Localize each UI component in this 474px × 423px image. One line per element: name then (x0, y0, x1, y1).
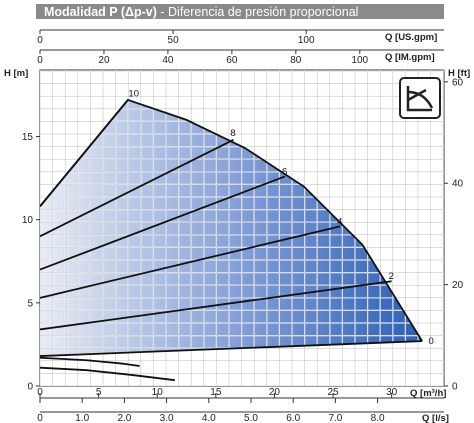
y-left-tick-label: 0 (27, 382, 33, 393)
right-ticks: 0 20 40 60 (444, 77, 464, 393)
title-separator: - (157, 5, 168, 19)
series-label-6: 6 (282, 166, 287, 177)
x-imgpm-tick-label: 20 (98, 55, 110, 66)
series-line-6 (39, 175, 286, 271)
x-bottom-m3h-label: Q [m³/h] (410, 388, 446, 399)
x-ls-tick-label: 0 (37, 413, 43, 423)
title-description: Diferencia de presión proporcional (168, 5, 358, 19)
bottom-ticks: 0 5 10 15 20 25 30 0 1.0 2.0 3.0 4.0 5.0 6.0 7.0 8.0 (37, 387, 397, 423)
top-ticks: 0 50 100 0 20 40 60 80 100 (37, 30, 369, 66)
y-left-tick-label: 10 (22, 215, 34, 226)
x-ls-tick-label: 2.0 (117, 413, 131, 423)
x-usgpm-tick-label: 50 (168, 35, 180, 46)
y-right-label: H [ft] (448, 68, 470, 79)
operating-region-fill (40, 99, 423, 357)
x-ls-tick-label: 4.0 (202, 413, 216, 423)
x-usgpm-tick-label: 0 (37, 35, 43, 46)
x-ls-tick-label: 6.0 (286, 413, 300, 423)
x-ls-tick-label: 1.0 (75, 413, 89, 423)
title-bar (36, 4, 444, 19)
title-mode: Modalidad P (Δp-v) (44, 5, 157, 19)
x-m3h-tick-label: 25 (327, 387, 339, 398)
lower-curve-1 (39, 366, 175, 382)
curves (39, 98, 423, 382)
x-ls-tick-label: 7.0 (328, 413, 342, 423)
series-label-0: 0 (429, 336, 434, 347)
x-m3h-tick-label: 15 (210, 387, 222, 398)
series-line-4 (39, 225, 341, 299)
x-m3h-tick-label: 20 (269, 387, 281, 398)
y-right-tick-label: 0 (452, 382, 458, 393)
x-imgpm-tick-label: 80 (290, 55, 302, 66)
x-m3h-tick-label: 0 (37, 387, 43, 398)
x-ls-tick-label: 8.0 (371, 413, 385, 423)
x-bottom-ls-label: Q [l/s] (422, 413, 449, 423)
pump-mode-icon (399, 77, 441, 119)
series-label-10: 10 (128, 88, 139, 99)
y-right-tick-label: 60 (452, 77, 464, 88)
x-ls-tick-label: 5.0 (244, 413, 258, 423)
x-imgpm-tick-label: 40 (162, 55, 174, 66)
series-label-4: 4 (337, 216, 342, 227)
grid (40, 70, 444, 386)
series-line-2 (39, 280, 392, 331)
operating-region (40, 99, 423, 357)
x-imgpm-tick-label: 0 (37, 55, 43, 66)
lower-curve-0 (39, 356, 140, 367)
series-line-10 (39, 99, 129, 207)
y-left-tick-label: 15 (22, 132, 34, 143)
chart-title: Modalidad P (Δp-v) - Diferencia de presi… (44, 5, 358, 19)
x-imgpm-tick-label: 60 (226, 55, 238, 66)
series-label-8: 8 (230, 128, 235, 139)
series-line-8 (39, 139, 234, 238)
x-top-usgpm-label: Q [US.gpm] (385, 32, 437, 43)
series-line-0 (39, 340, 423, 357)
x-m3h-tick-label: 5 (96, 387, 102, 398)
y-left-label: H [m] (4, 68, 28, 79)
y-right-tick-label: 40 (452, 179, 464, 190)
left-ticks: 0 5 10 15 (22, 132, 40, 393)
series-label-2: 2 (389, 271, 394, 282)
x-m3h-tick-label: 10 (152, 387, 164, 398)
curve-labels: 10 8 6 4 2 0 (128, 88, 433, 347)
x-usgpm-tick-label: 100 (298, 35, 315, 46)
y-left-tick-label: 5 (27, 298, 33, 309)
y-right-tick-label: 20 (452, 280, 464, 291)
x-ls-tick-label: 3.0 (160, 413, 174, 423)
x-top-imgpm-label: Q [IM.gpm] (385, 52, 435, 63)
x-imgpm-tick-label: 100 (351, 55, 368, 66)
x-m3h-tick-label: 30 (386, 387, 398, 398)
